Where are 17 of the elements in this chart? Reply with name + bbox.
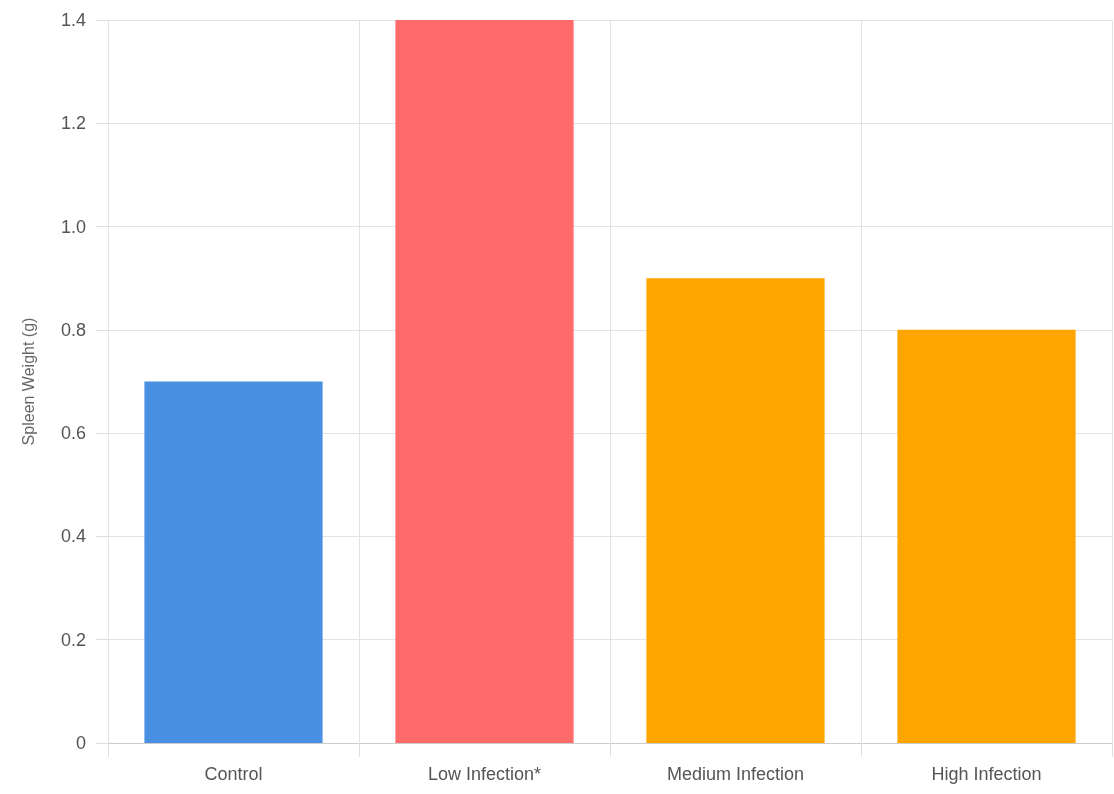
y-tick-label: 0.8 [60, 319, 86, 340]
bar [646, 278, 825, 743]
x-tick-label: Control [204, 764, 263, 784]
bar [144, 381, 323, 743]
y-tick-label: 1.2 [60, 113, 86, 134]
y-tick-label: 0.2 [60, 629, 86, 650]
y-axis-title: Spleen Weight (g) [19, 317, 37, 446]
x-tick-label: High Infection [931, 764, 1042, 784]
y-tick-label: 0.6 [60, 423, 86, 444]
y-tick-label: 0.4 [60, 526, 86, 547]
bar [395, 20, 574, 743]
y-tick-label: 1.4 [60, 10, 86, 30]
y-tick-label: 0 [75, 733, 86, 753]
x-tick-label: Low Infection* [427, 764, 542, 784]
bar [897, 329, 1076, 743]
x-tick-label: Medium Infection [666, 764, 805, 784]
y-tick-label: 1.0 [60, 216, 86, 237]
